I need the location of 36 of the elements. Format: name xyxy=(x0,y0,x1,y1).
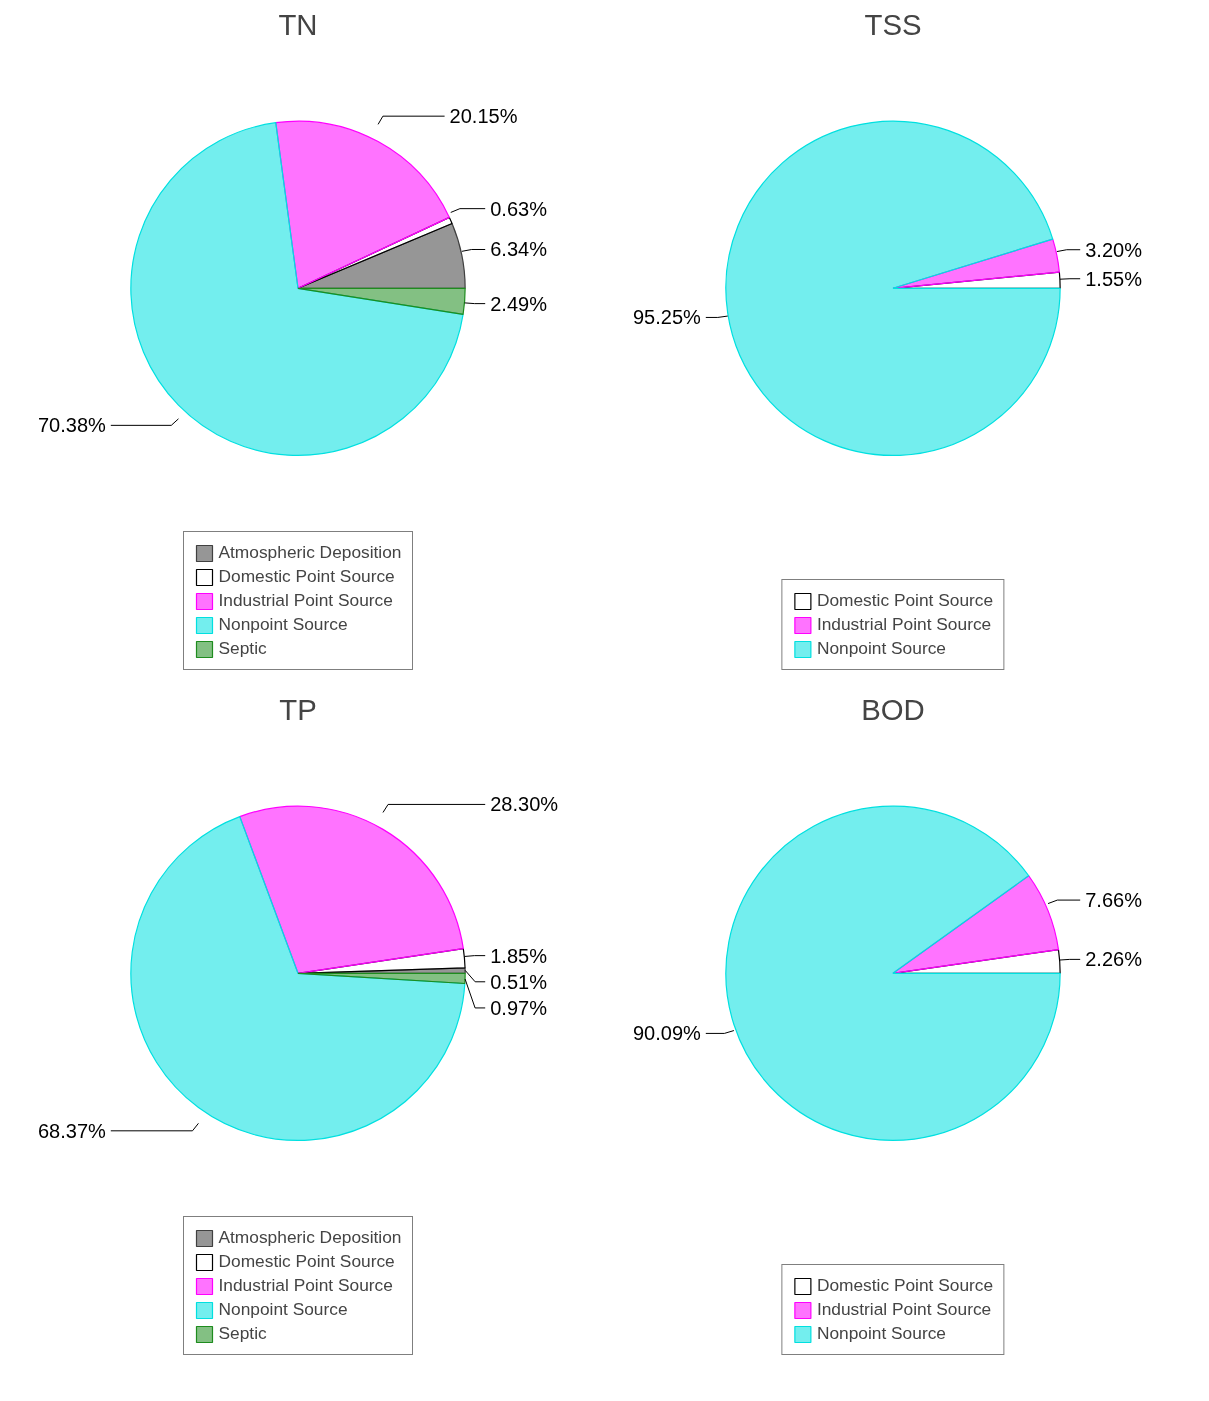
legend-label: Nonpoint Source xyxy=(218,1299,348,1320)
legend-label: Domestic Point Source xyxy=(218,566,395,587)
data-label: 1.85% xyxy=(490,944,548,967)
chart-title: TSS xyxy=(864,7,922,41)
legend-label: Industrial Point Source xyxy=(218,590,393,611)
data-label: 0.97% xyxy=(490,996,548,1019)
data-label: 90.09% xyxy=(632,1022,701,1045)
chart-title: TP xyxy=(279,692,317,726)
data-label: 3.20% xyxy=(1085,238,1143,261)
data-label: 2.49% xyxy=(490,292,548,315)
legend-label: Domestic Point Source xyxy=(816,590,994,611)
legend-label: Industrial Point Source xyxy=(816,614,992,635)
data-label: 70.38% xyxy=(37,414,106,437)
legend-label: Industrial Point Source xyxy=(218,1275,393,1296)
legend-label: Industrial Point Source xyxy=(816,1299,992,1320)
legend-label: Septic xyxy=(218,1323,267,1344)
data-label: 2.26% xyxy=(1085,948,1143,971)
data-label: 0.63% xyxy=(490,197,548,220)
legend-label: Septic xyxy=(218,638,267,659)
data-label: 6.34% xyxy=(490,238,548,261)
legend-label: Nonpoint Source xyxy=(218,614,348,635)
legend-label: Domestic Point Source xyxy=(218,1251,395,1272)
data-label: 1.55% xyxy=(1085,267,1143,290)
chart-title: BOD xyxy=(861,692,925,726)
data-label: 7.66% xyxy=(1085,889,1143,912)
legend-label: Atmospheric Deposition xyxy=(218,542,402,563)
chart-title: TN xyxy=(278,7,318,41)
legend-label: Nonpoint Source xyxy=(816,638,946,659)
legend-label: Domestic Point Source xyxy=(816,1275,994,1296)
data-label: 20.15% xyxy=(449,105,518,128)
legend-label: Nonpoint Source xyxy=(816,1323,946,1344)
data-label: 0.51% xyxy=(490,970,548,993)
data-label: 28.30% xyxy=(490,793,559,816)
legend-label: Atmospheric Deposition xyxy=(218,1227,402,1248)
data-label: 68.37% xyxy=(37,1119,106,1142)
data-label: 95.25% xyxy=(632,306,701,329)
